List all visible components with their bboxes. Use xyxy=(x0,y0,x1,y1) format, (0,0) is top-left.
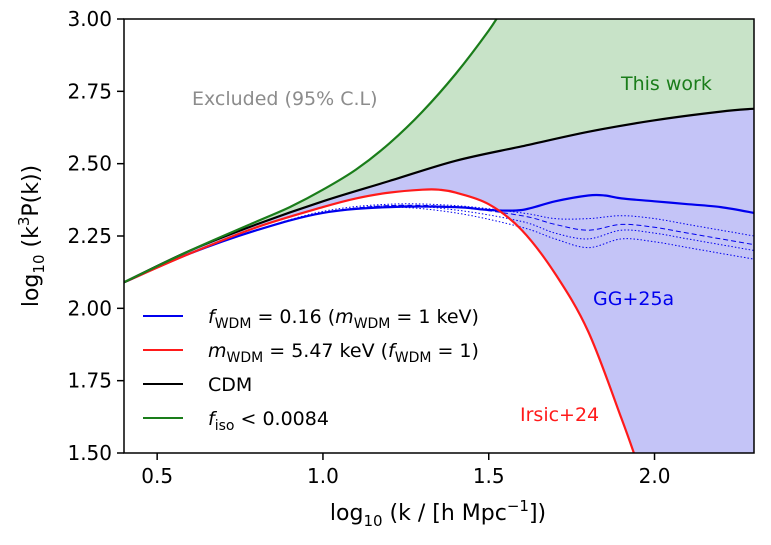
excluded-region-this-work xyxy=(124,19,754,283)
gg25a-variant-line xyxy=(124,203,754,283)
axis-ticks: 0.5 1.0 1.5 2.0 1.50 1.75 2.00 2.25 2.50 2.75 3.00 xyxy=(67,7,670,488)
series-line-cdm xyxy=(124,107,754,284)
y-tick-label: 3.00 xyxy=(67,7,112,31)
x-tick-label: 0.5 xyxy=(141,464,173,488)
this-work-annotation: This work xyxy=(620,73,712,95)
legend-label-wdm-full: mWDM = 5.47 keV (fWDM = 1) xyxy=(208,340,479,366)
legend-label-cdm: CDM xyxy=(208,374,252,396)
x-tick-label: 1.5 xyxy=(473,464,505,488)
gg25a-variant-line xyxy=(124,205,754,283)
gg25a-variant-line xyxy=(124,204,754,283)
series-line-wdm-full xyxy=(124,188,636,453)
x-tick-label: 2.0 xyxy=(639,464,671,488)
y-tick-label: 1.75 xyxy=(67,369,112,393)
gg25a-annotation: GG+25a xyxy=(593,288,674,310)
gg25a-variant-lines xyxy=(124,203,754,283)
legend: fWDM = 0.16 (mWDM = 1 keV) mWDM = 5.47 k… xyxy=(143,306,479,434)
x-axis-label: log10 (k / [h Mpc−1]) xyxy=(330,497,546,530)
series-line-wdm-fraction xyxy=(124,193,754,284)
series-line-iso xyxy=(124,19,498,284)
series-lines xyxy=(124,19,754,453)
irsic24-annotation: Irsic+24 xyxy=(520,404,599,426)
legend-label-wdm-fraction: fWDM = 0.16 (mWDM = 1 keV) xyxy=(208,306,479,332)
x-tick-label: 1.0 xyxy=(307,464,339,488)
y-tick-label: 1.50 xyxy=(67,441,112,465)
y-tick-label: 2.50 xyxy=(67,152,112,176)
y-tick-label: 2.25 xyxy=(67,224,112,248)
excluded-annotation: Excluded (95% C.L) xyxy=(192,88,378,110)
y-tick-label: 2.75 xyxy=(67,79,112,103)
y-tick-label: 2.00 xyxy=(67,296,112,320)
legend-label-iso: fiso < 0.0084 xyxy=(208,408,329,434)
y-axis-label: log10 (k3P(k)) xyxy=(15,165,48,307)
